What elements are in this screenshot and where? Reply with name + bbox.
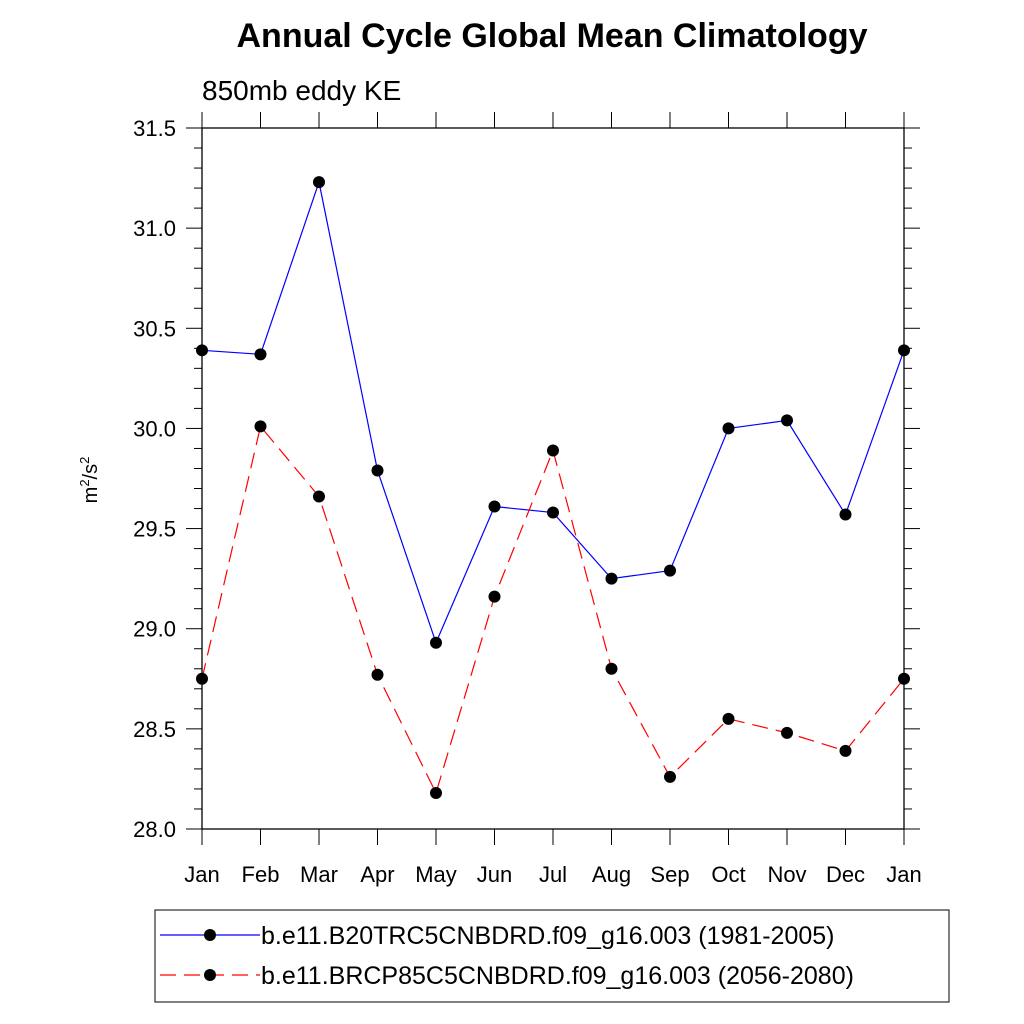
series-2 [196, 420, 910, 799]
data-point [547, 444, 559, 457]
legend-label: b.e11.B20TRC5CNBDRD.f09_g16.003 (1981-20… [261, 922, 835, 950]
x-tick-label: Sep [650, 862, 689, 887]
y-tick-label: 28.5 [133, 717, 176, 742]
series-1 [196, 176, 910, 649]
y-tick-label: 31.0 [133, 216, 176, 241]
x-tick-label: Aug [592, 862, 631, 887]
axes: 28.0 28.5 29.0 29.5 30.0 30.5 31.0 31.5 Jan Feb Ma… [133, 112, 922, 887]
data-point [313, 490, 325, 503]
legend-marker [204, 929, 216, 941]
x-tick-label: Jan [886, 862, 921, 887]
x-tick-label: Oct [711, 862, 745, 887]
data-point [196, 344, 208, 357]
x-tick-label: May [415, 862, 457, 887]
data-point [781, 414, 793, 427]
y-tick-label: 29.5 [133, 517, 176, 542]
x-tick-label: Feb [242, 862, 280, 887]
data-point [488, 500, 501, 513]
y-axis-label-sup2: 2 [77, 457, 92, 464]
legend-label: b.e11.BRCP85C5CNBDRD.f09_g16.003 (2056-2… [261, 962, 854, 990]
y-axis-label-base: m [80, 487, 102, 504]
y-axis-label-sup1: 2 [77, 479, 92, 486]
series-layer [196, 176, 910, 799]
data-point [781, 726, 793, 739]
data-point [839, 508, 852, 521]
data-point [605, 572, 618, 585]
data-point [196, 672, 208, 685]
y-tick-label: 28.0 [133, 817, 176, 842]
data-point [839, 744, 852, 757]
y-tick-label: 29.0 [133, 617, 176, 642]
plot-frame [201, 127, 905, 830]
data-point [488, 590, 501, 603]
data-point [430, 636, 442, 649]
data-point [430, 786, 442, 799]
data-point [313, 176, 325, 189]
data-point [254, 348, 267, 361]
data-point [371, 464, 384, 477]
series-line [201, 179, 905, 645]
svg-text:m2/s2: m2/s2 [77, 457, 102, 504]
data-point [254, 420, 267, 433]
x-tick-label: Nov [767, 862, 806, 887]
y-axis-label: m2/s2 [77, 457, 102, 504]
x-tick-label: Mar [300, 862, 338, 887]
data-point [898, 344, 910, 357]
legend: b.e11.B20TRC5CNBDRD.f09_g16.003 (1981-20… [154, 909, 950, 1003]
data-point [722, 712, 735, 725]
data-point [898, 672, 910, 685]
y-tick-label: 30.0 [133, 416, 176, 441]
x-tick-label: Jun [477, 862, 512, 887]
x-tick-label: Apr [360, 862, 394, 887]
data-point [605, 662, 618, 675]
legend-marker [204, 969, 216, 981]
y-tick-label: 31.5 [133, 116, 176, 141]
data-point [371, 668, 384, 681]
data-point [664, 770, 676, 783]
legend-box [154, 909, 950, 1003]
x-tick-label: Jan [184, 862, 219, 887]
x-tick-label: Jul [539, 862, 567, 887]
data-point [722, 422, 735, 435]
y-tick-label: 30.5 [133, 316, 176, 341]
series-line [201, 425, 905, 795]
chart-title: Annual Cycle Global Mean Climatology [237, 17, 868, 55]
data-point [547, 506, 559, 519]
data-point [664, 564, 676, 577]
x-tick-label: Dec [826, 862, 865, 887]
chart-subtitle: 850mb eddy KE [202, 75, 401, 106]
y-axis-label-mid: /s [80, 464, 102, 480]
